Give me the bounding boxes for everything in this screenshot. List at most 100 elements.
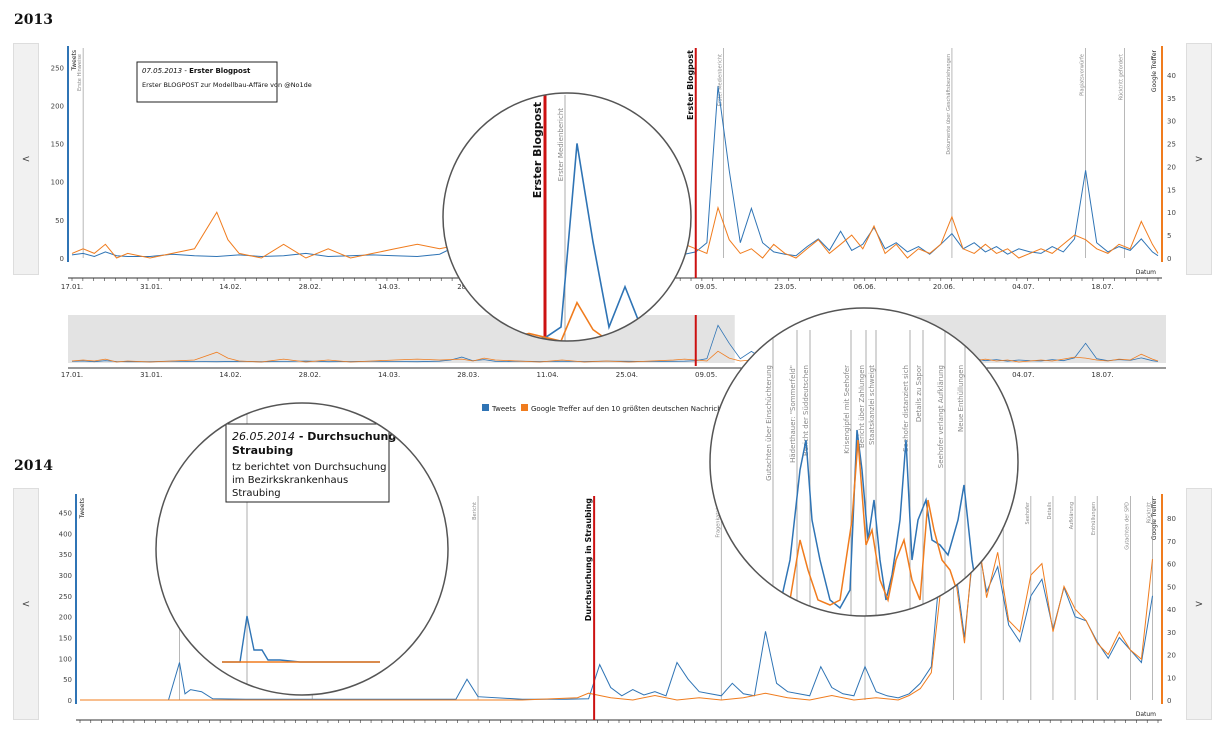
legend-label-google: Google Treffer auf den 10 größten deutsc… xyxy=(531,405,733,413)
prev-button-2014[interactable]: < xyxy=(13,488,39,720)
magnifier-event-label: Häderthauer: "Sommerfeld" xyxy=(789,365,797,463)
overview-tick-label: 25.04. xyxy=(616,371,638,379)
series-line-google xyxy=(80,518,1153,701)
y-tick-label: 0 xyxy=(68,697,72,705)
x-tick-label: 09.05. xyxy=(695,283,717,291)
event-label: Erster Medienbericht xyxy=(718,54,724,106)
y-tick-label: 250 xyxy=(59,593,72,601)
event-label: Rücktritt gefordert xyxy=(1119,54,1125,100)
x-tick-label: 14.02. xyxy=(219,283,241,291)
y2-tick-label: 30 xyxy=(1167,118,1176,126)
magnifier-tooltip-box xyxy=(225,423,390,503)
magnifier-event-label: Neue Enthüllungen xyxy=(957,365,965,432)
event-label: Seehofer xyxy=(1025,501,1031,524)
overview-tick-label: 17.01. xyxy=(61,371,83,379)
legend-label-tweets: Tweets xyxy=(491,405,516,413)
magnifier-google-line xyxy=(719,439,1011,613)
highlight-label: Erster Blogpost xyxy=(686,50,695,120)
event-label: Enthüllungen xyxy=(1091,502,1097,535)
y2-tick-label: 5 xyxy=(1167,232,1171,240)
y2-tick-label: 20 xyxy=(1167,652,1176,660)
tooltip-text: Erster BLOGPOST zur Modellbau-Affäre von… xyxy=(142,81,312,89)
overview-tick-label: 04.07. xyxy=(1012,371,1034,379)
magnifier-fill xyxy=(710,308,1018,616)
y2-tick-label: 0 xyxy=(1167,255,1171,263)
y2-axis-title: Google Treffer xyxy=(1151,497,1158,540)
overview-tick-label: 28.02. xyxy=(299,371,321,379)
x-tick-label: 06.06. xyxy=(854,283,876,291)
overview-line-google xyxy=(71,350,1159,363)
highlight-label: Durchsuchung in Straubing xyxy=(584,498,593,622)
tooltip-2013: 07.05.2013 - Erster Blogpost Erster BLOGP… xyxy=(136,61,312,103)
magnifier-event-label: Staatskanzlei schweigt xyxy=(868,365,876,445)
magnifier-2014-right: Gutachten über Einschüchterung Häderthaue… xyxy=(709,307,1019,617)
x-axis-title: Datum xyxy=(1136,711,1156,718)
event-label: Aufklärung xyxy=(1069,502,1075,529)
magnifier-event-label: Bericht der Süddeutschen xyxy=(802,365,810,456)
overview-tick-label: 14.02. xyxy=(219,371,241,379)
magnifier-event-label: Seehofer distanziert sich xyxy=(902,365,910,452)
legend: Tweets Google Treffer auf den 10 größten … xyxy=(482,404,733,413)
x-tick-label: 28.02. xyxy=(299,283,321,291)
y-tick-label: 300 xyxy=(59,572,72,580)
next-button-2014[interactable]: > xyxy=(1186,488,1212,720)
x-tick-label: 20.06. xyxy=(933,283,955,291)
y-tick-label: 450 xyxy=(59,510,72,518)
y2-tick-label: 15 xyxy=(1167,186,1176,194)
magnifier-event-label: Bericht über Zahlungen xyxy=(858,365,866,448)
magnifier-content: 26.05.2014 - Durchsuchung inStraubingtz … xyxy=(222,403,412,695)
y-tick-label: 150 xyxy=(51,141,64,149)
y2-tick-label: 30 xyxy=(1167,629,1176,637)
overview-line-tweets xyxy=(71,324,1159,363)
y-tick-label: 150 xyxy=(59,635,72,643)
magnifier-tooltip-text-1: tz berichtet von Durchsuchung xyxy=(232,462,386,473)
y2-tick-label: 40 xyxy=(1167,72,1176,80)
event-label: Fragenkatalog xyxy=(715,502,721,538)
magnifier-2014-left: 26.05.2014 - Durchsuchung inStraubingtz … xyxy=(155,402,449,696)
magnifier-fill xyxy=(443,93,691,341)
event-label: Gutachten der SPD xyxy=(1124,502,1130,550)
magnifier-event-label: Gutachten über Einschüchterung xyxy=(765,365,773,481)
magnifier-tooltip-text-3: Straubing xyxy=(232,488,281,499)
y-tick-label: 100 xyxy=(59,655,72,663)
magnifier-tooltip-heading-2: Straubing xyxy=(232,444,293,457)
y2-tick-label: 70 xyxy=(1167,538,1176,546)
y-tick-label: 400 xyxy=(59,530,72,538)
y-tick-label: 200 xyxy=(51,102,64,110)
y-tick-label: 350 xyxy=(59,551,72,559)
prev-button-2013[interactable]: < xyxy=(13,43,39,275)
x-axis-title: Datum xyxy=(1136,269,1156,276)
overview-tick-label: 28.03. xyxy=(457,371,479,379)
year-title-2014: 2014 xyxy=(14,458,53,474)
y-axis-title: Tweets xyxy=(71,50,78,71)
y-axis-title: Tweets xyxy=(79,498,86,519)
x-tick-label: 18.07. xyxy=(1091,283,1113,291)
x-tick-label: 23.05. xyxy=(774,283,796,291)
y2-tick-label: 20 xyxy=(1167,163,1176,171)
y2-tick-label: 40 xyxy=(1167,606,1176,614)
y-tick-label: 100 xyxy=(51,179,64,187)
magnifier-2013: Erster Blogpost Erster Medienbericht xyxy=(442,92,692,342)
event-label: Erste Hinweise xyxy=(77,54,83,91)
event-label: Dokumente über Geschäftsbeziehungen xyxy=(946,54,952,155)
x-tick-label: 04.07. xyxy=(1012,283,1034,291)
x-tick-label: 14.03. xyxy=(378,283,400,291)
magnifier-content: Gutachten über Einschüchterung Häderthaue… xyxy=(719,330,1011,616)
y2-tick-label: 35 xyxy=(1167,95,1176,103)
y-tick-label: 250 xyxy=(51,64,64,72)
overview-tick-label: 14.03. xyxy=(378,371,400,379)
magnifier-border xyxy=(709,307,1019,617)
event-label: Details xyxy=(1047,502,1053,520)
x-tick-label: 31.01. xyxy=(140,283,162,291)
magnifier-tooltip-text-2: im Bezirkskrankenhaus xyxy=(232,475,348,486)
next-button-2013[interactable]: > xyxy=(1186,43,1212,275)
y2-tick-label: 50 xyxy=(1167,583,1176,591)
event-label: Plagiatsvorwürfe xyxy=(1080,54,1086,96)
magnifier-tooltip-heading: 26.05.2014 - Durchsuchung in xyxy=(232,430,412,443)
magnifier-event-label: Seehofer verlangt Aufklärung xyxy=(937,365,945,468)
series-line-tweets xyxy=(71,86,1159,258)
y2-tick-label: 0 xyxy=(1167,697,1171,705)
y2-tick-label: 60 xyxy=(1167,561,1176,569)
legend-swatch-google xyxy=(521,404,528,411)
